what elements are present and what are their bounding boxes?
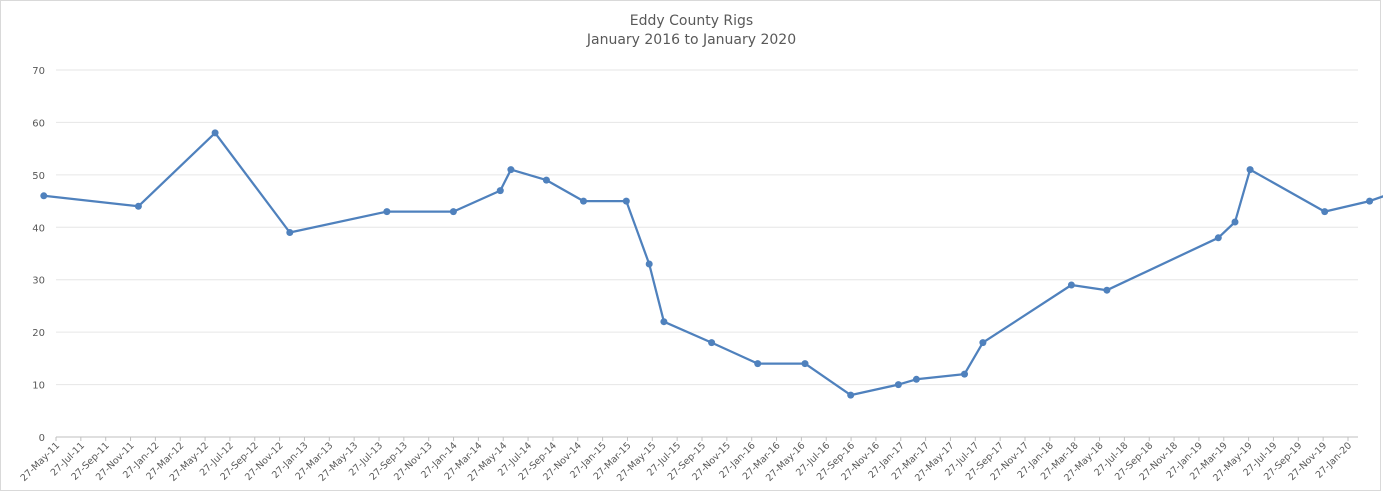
- data-point: [449, 208, 457, 216]
- data-point: [496, 187, 504, 195]
- y-tick-label: 20: [32, 328, 45, 339]
- data-point: [1321, 208, 1329, 216]
- data-point: [1214, 234, 1222, 242]
- series-line: [43, 131, 1383, 397]
- data-point: [40, 192, 48, 200]
- data-point: [134, 202, 142, 210]
- chart-title: Eddy County Rigs: [629, 13, 754, 29]
- chart-subtitle: January 2016 to January 2020: [586, 32, 797, 48]
- data-point: [660, 318, 668, 326]
- data-point: [542, 176, 550, 184]
- data-point: [645, 260, 653, 268]
- data-point: [1231, 218, 1239, 226]
- y-tick-label: 50: [32, 171, 45, 182]
- y-tick-label: 60: [32, 118, 45, 129]
- data-point: [383, 208, 391, 216]
- data-point: [507, 166, 515, 174]
- data-point: [894, 381, 902, 389]
- data-point: [961, 370, 968, 378]
- data-point: [286, 229, 294, 236]
- data-point: [211, 129, 219, 137]
- data-point: [1067, 281, 1075, 289]
- data-point: [979, 339, 987, 347]
- y-tick-label: 10: [32, 381, 45, 392]
- data-point: [1246, 166, 1254, 174]
- data-point: [580, 197, 587, 205]
- y-tick-label: 0: [39, 433, 45, 444]
- data-point: [912, 375, 920, 383]
- y-tick-label: 40: [32, 223, 45, 234]
- data-point: [1103, 286, 1111, 294]
- data-point: [1366, 197, 1374, 205]
- data-point: [847, 391, 855, 399]
- data-point: [622, 197, 630, 205]
- data-point: [754, 360, 762, 368]
- y-tick-label: 70: [32, 66, 45, 77]
- data-point: [801, 360, 809, 368]
- y-tick-label: 30: [32, 276, 45, 287]
- data-point: [708, 339, 716, 347]
